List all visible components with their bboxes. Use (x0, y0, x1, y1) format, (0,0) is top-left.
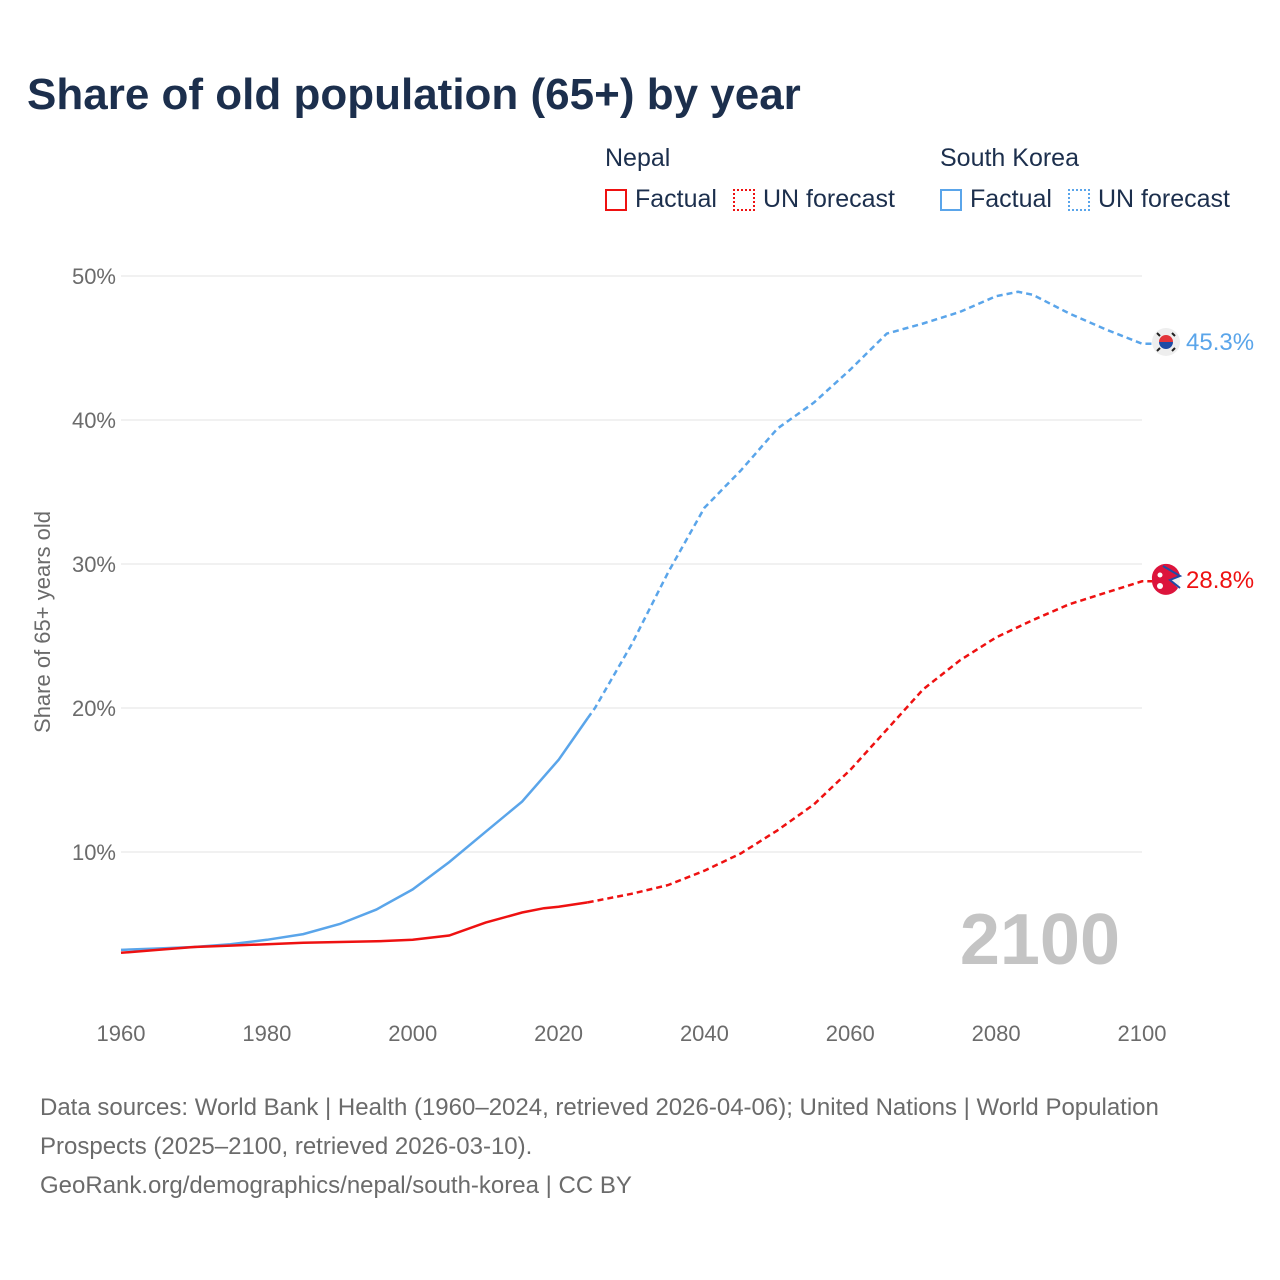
x-tick-label: 2000 (388, 1021, 437, 1046)
data-sources: Data sources: World Bank | Health (1960–… (40, 1094, 1159, 1160)
legend-item-nepal-forecast[interactable]: UN forecast (732, 185, 895, 214)
x-tick-label: 1980 (242, 1021, 291, 1046)
y-tick-label: 30% (72, 552, 116, 577)
legend-item-korea-factual[interactable]: Factual (940, 185, 1052, 214)
footer: Data sources: World Bank | Health (1960–… (40, 1088, 1190, 1205)
legend-swatch (1067, 188, 1090, 211)
year-watermark: 2100 (960, 900, 1120, 980)
legend-label: UN forecast (762, 185, 895, 213)
legend-label: Factual (635, 185, 717, 213)
x-tick-label: 2100 (1118, 1021, 1167, 1046)
y-tick-label: 40% (72, 408, 116, 433)
legend-item-korea-forecast[interactable]: UN forecast (1067, 185, 1230, 214)
legend-south-korea: South Korea Factual UN forecast (940, 144, 1246, 214)
x-tick-label: 2020 (534, 1021, 583, 1046)
series-line-south-korea-forecast (586, 290, 1152, 719)
y-axis-label: Share of 65+ years old (30, 511, 55, 733)
y-tick-label: 50% (72, 264, 116, 289)
chart-title: Share of old population (65+) by year (27, 70, 801, 119)
x-tick-label: 1960 (97, 1021, 146, 1046)
legend-swatch (605, 188, 627, 211)
legend-swatch (940, 188, 962, 211)
legend-label: Factual (970, 185, 1052, 213)
legend-group-title: South Korea (940, 144, 1079, 172)
nepal-flag-icon (1151, 563, 1183, 595)
korea-flag-icon (1152, 328, 1180, 356)
legend-label: UN forecast (1097, 185, 1230, 213)
end-label-south-korea: 45.3% (1186, 329, 1254, 356)
series-line-nepal-forecast (587, 580, 1152, 904)
series-line-nepal-factual (120, 901, 588, 955)
legend-group-title: Nepal (605, 144, 671, 172)
legend-swatch (732, 188, 755, 211)
legend-nepal: Nepal Factual UN forecast (605, 144, 911, 214)
legend-item-nepal-factual[interactable]: Factual (605, 185, 717, 214)
series-line-south-korea-factual (120, 717, 589, 952)
end-label-nepal: 28.8% (1186, 567, 1254, 594)
credit-link[interactable]: GeoRank.org/demographics/nepal/south-kor… (40, 1172, 632, 1199)
x-tick-label: 2060 (826, 1021, 875, 1046)
y-tick-label: 10% (72, 840, 116, 865)
x-tick-label: 2080 (972, 1021, 1021, 1046)
y-tick-label: 20% (72, 696, 116, 721)
x-tick-label: 2040 (680, 1021, 729, 1046)
